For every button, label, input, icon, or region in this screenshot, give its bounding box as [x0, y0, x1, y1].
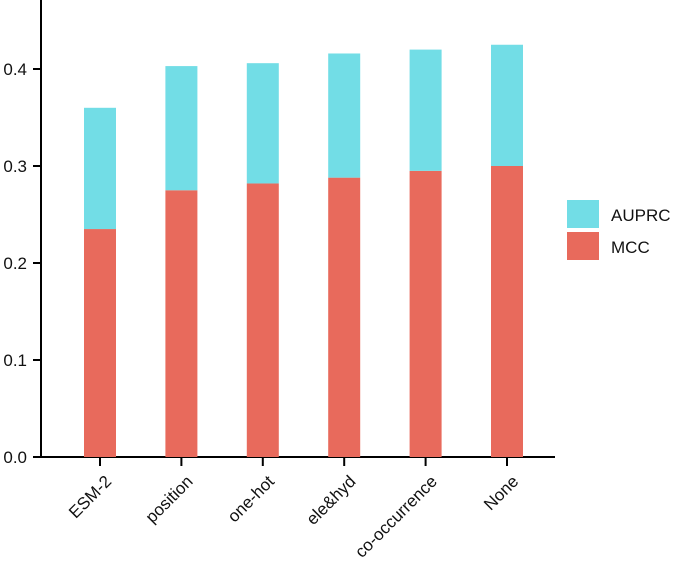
- axes: [40, 0, 555, 458]
- x-tick-label: position: [142, 472, 197, 527]
- x-tick-label: ESM-2: [65, 472, 115, 522]
- legend-swatch-mcc: [567, 232, 599, 260]
- bar-auprc-4: [409, 49, 442, 171]
- bar-mcc-0: [84, 229, 116, 457]
- bar-auprc-1: [165, 66, 198, 191]
- legend-label-auprc: AUPRC: [611, 206, 671, 225]
- x-tick-label: None: [480, 472, 522, 514]
- bar-mcc-3: [328, 177, 361, 457]
- bar-auprc-3: [328, 53, 361, 178]
- bar-mcc-5: [491, 166, 523, 457]
- legend-label-mcc: MCC: [611, 238, 650, 257]
- legend: AUPRC MCC: [567, 200, 671, 260]
- x-tick-label: one-hot: [224, 472, 278, 526]
- x-tick-label: ele&hyd: [303, 472, 360, 529]
- y-tick-label: 0.3: [3, 157, 27, 176]
- bar-mcc-1: [165, 190, 198, 457]
- bars: [84, 44, 523, 457]
- bar-auprc-5: [491, 44, 523, 166]
- legend-swatch-auprc: [567, 200, 599, 228]
- bar-mcc-4: [409, 170, 442, 457]
- x-ticks: ESM-2 position one-hot ele&hydco-occurrence…: [65, 457, 522, 561]
- y-tick-label: 0.2: [3, 254, 27, 273]
- y-tick-label: 0.1: [3, 351, 27, 370]
- x-tick-label: co-occurrence: [351, 472, 441, 562]
- y-ticks: 0.0 0.1 0.2 0.3 0.4: [3, 60, 41, 467]
- bar-auprc-2: [246, 63, 279, 184]
- y-tick-label: 0.4: [3, 60, 27, 79]
- bar-auprc-0: [84, 107, 116, 230]
- bar-mcc-2: [246, 183, 279, 457]
- y-tick-label: 0.0: [3, 448, 27, 467]
